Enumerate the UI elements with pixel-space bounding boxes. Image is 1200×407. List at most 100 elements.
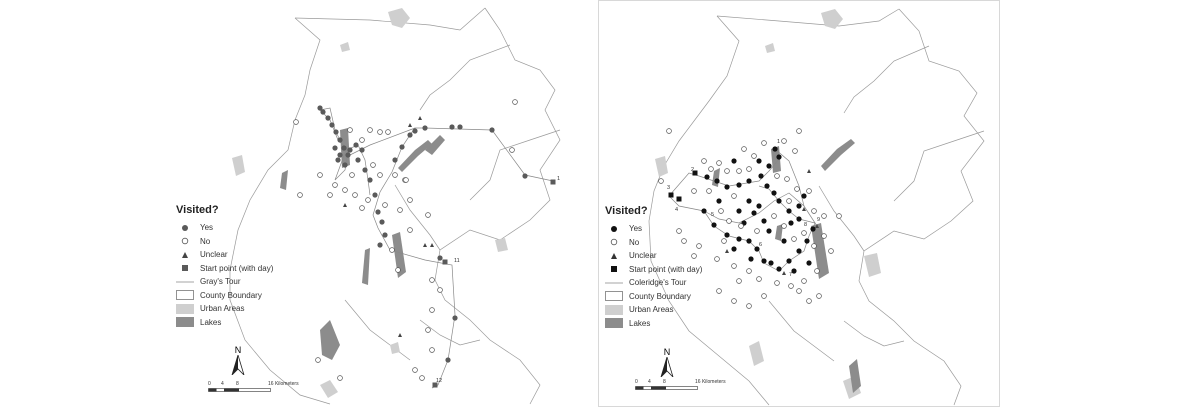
- scale-tick-8: 8: [663, 379, 666, 385]
- legend-item-no: No: [176, 235, 273, 249]
- legend-item-tour: Gray's Tour: [176, 275, 273, 289]
- lakes: [280, 128, 445, 360]
- not-visited-point: [425, 327, 431, 333]
- not-visited-point: [721, 238, 727, 244]
- not-visited-point: [811, 243, 817, 249]
- not-visited-point: [821, 233, 827, 239]
- visited-point: [810, 226, 816, 232]
- legend-title: Visited?: [176, 204, 219, 216]
- visited-point: [342, 162, 348, 168]
- not-visited-point: [701, 158, 707, 164]
- not-visited-point: [716, 160, 722, 166]
- visited-point: [754, 246, 760, 252]
- not-visited-point: [691, 188, 697, 194]
- square-icon: [605, 263, 623, 275]
- visited-point: [736, 236, 742, 242]
- not-visited-point: [724, 168, 730, 174]
- not-visited-point: [814, 268, 820, 274]
- start-day-label: 7: [789, 272, 792, 278]
- scale-bar: 0 4 8 16 Kilometers: [208, 381, 308, 395]
- start-point: [692, 170, 698, 176]
- visited-point: [751, 210, 757, 216]
- not-visited-point: [696, 243, 702, 249]
- visited-point: [724, 184, 730, 190]
- visited-point: [317, 105, 323, 111]
- unclear-point: [802, 207, 806, 211]
- visited-point: [335, 157, 341, 163]
- not-visited-point: [788, 283, 794, 289]
- not-visited-point: [359, 137, 365, 143]
- not-visited-point: [658, 178, 664, 184]
- visited-point: [445, 357, 451, 363]
- start-point: [442, 259, 448, 265]
- visited-point: [452, 315, 458, 321]
- scale-tick-0: 0: [635, 379, 638, 385]
- scale-tick-16: 16 Kilometers: [268, 381, 299, 387]
- visited-point: [367, 177, 373, 183]
- legend-item-tour: Coleridge's Tour: [605, 276, 702, 290]
- not-visited-point: [761, 140, 767, 146]
- north-arrow: N: [657, 347, 677, 379]
- triangle-icon: [176, 249, 194, 261]
- legend-item-unclear: Unclear: [176, 248, 273, 262]
- visited-point: [372, 192, 378, 198]
- visited-point: [736, 182, 742, 188]
- not-visited-point: [731, 193, 737, 199]
- not-visited-point: [385, 129, 391, 135]
- start-point: [676, 196, 682, 202]
- visited-point: [748, 256, 754, 262]
- visited-point: [746, 238, 752, 244]
- start-day-label: 4: [675, 207, 678, 213]
- visited-point: [382, 232, 388, 238]
- not-visited-point: [676, 228, 682, 234]
- not-visited-point: [429, 307, 435, 313]
- visited-point: [337, 137, 343, 143]
- unclear-point: [815, 224, 819, 228]
- not-visited-point: [691, 253, 697, 259]
- visited-point: [332, 145, 338, 151]
- unclear-point: [398, 333, 402, 337]
- visited-point: [345, 152, 351, 158]
- visited-point: [776, 266, 782, 272]
- unclear-point: [408, 123, 412, 127]
- not-visited-point: [774, 173, 780, 179]
- visited-point: [736, 208, 742, 214]
- visited-point: [704, 174, 710, 180]
- start-point: [550, 179, 556, 185]
- not-visited-point: [726, 218, 732, 224]
- start-day-label: 11: [454, 258, 460, 264]
- not-visited-point: [512, 99, 518, 105]
- start-day-label: 6: [759, 242, 762, 248]
- scale-tick-4: 4: [648, 379, 651, 385]
- visited-point: [771, 190, 777, 196]
- scale-tick-8: 8: [236, 381, 239, 387]
- visited-point: [806, 260, 812, 266]
- not-visited-point: [828, 248, 834, 254]
- legend-item-yes: Yes: [176, 221, 273, 235]
- line-icon: [605, 277, 623, 289]
- scale-tick-16: 16 Kilometers: [695, 379, 726, 385]
- not-visited-point: [806, 298, 812, 304]
- not-visited-point: [706, 188, 712, 194]
- outline-box-icon: [605, 290, 623, 302]
- not-visited-point: [327, 192, 333, 198]
- not-visited-point: [347, 127, 353, 133]
- not-visited-point: [429, 277, 435, 283]
- not-visited-point: [370, 162, 376, 168]
- not-visited-point: [419, 375, 425, 381]
- not-visited-point: [836, 213, 842, 219]
- not-visited-point: [718, 208, 724, 214]
- visited-point: [791, 268, 797, 274]
- not-visited-point: [774, 280, 780, 286]
- visited-point: [377, 242, 383, 248]
- not-visited-point: [377, 129, 383, 135]
- not-visited-point: [509, 147, 515, 153]
- visited-point: [761, 258, 767, 264]
- visited-point: [392, 157, 398, 163]
- north-label: N: [234, 345, 242, 355]
- not-visited-point: [315, 357, 321, 363]
- light-swatch-icon: [605, 304, 623, 316]
- unclear-point: [807, 169, 811, 173]
- legend-item-county: County Boundary: [176, 289, 273, 303]
- visited-point: [379, 219, 385, 225]
